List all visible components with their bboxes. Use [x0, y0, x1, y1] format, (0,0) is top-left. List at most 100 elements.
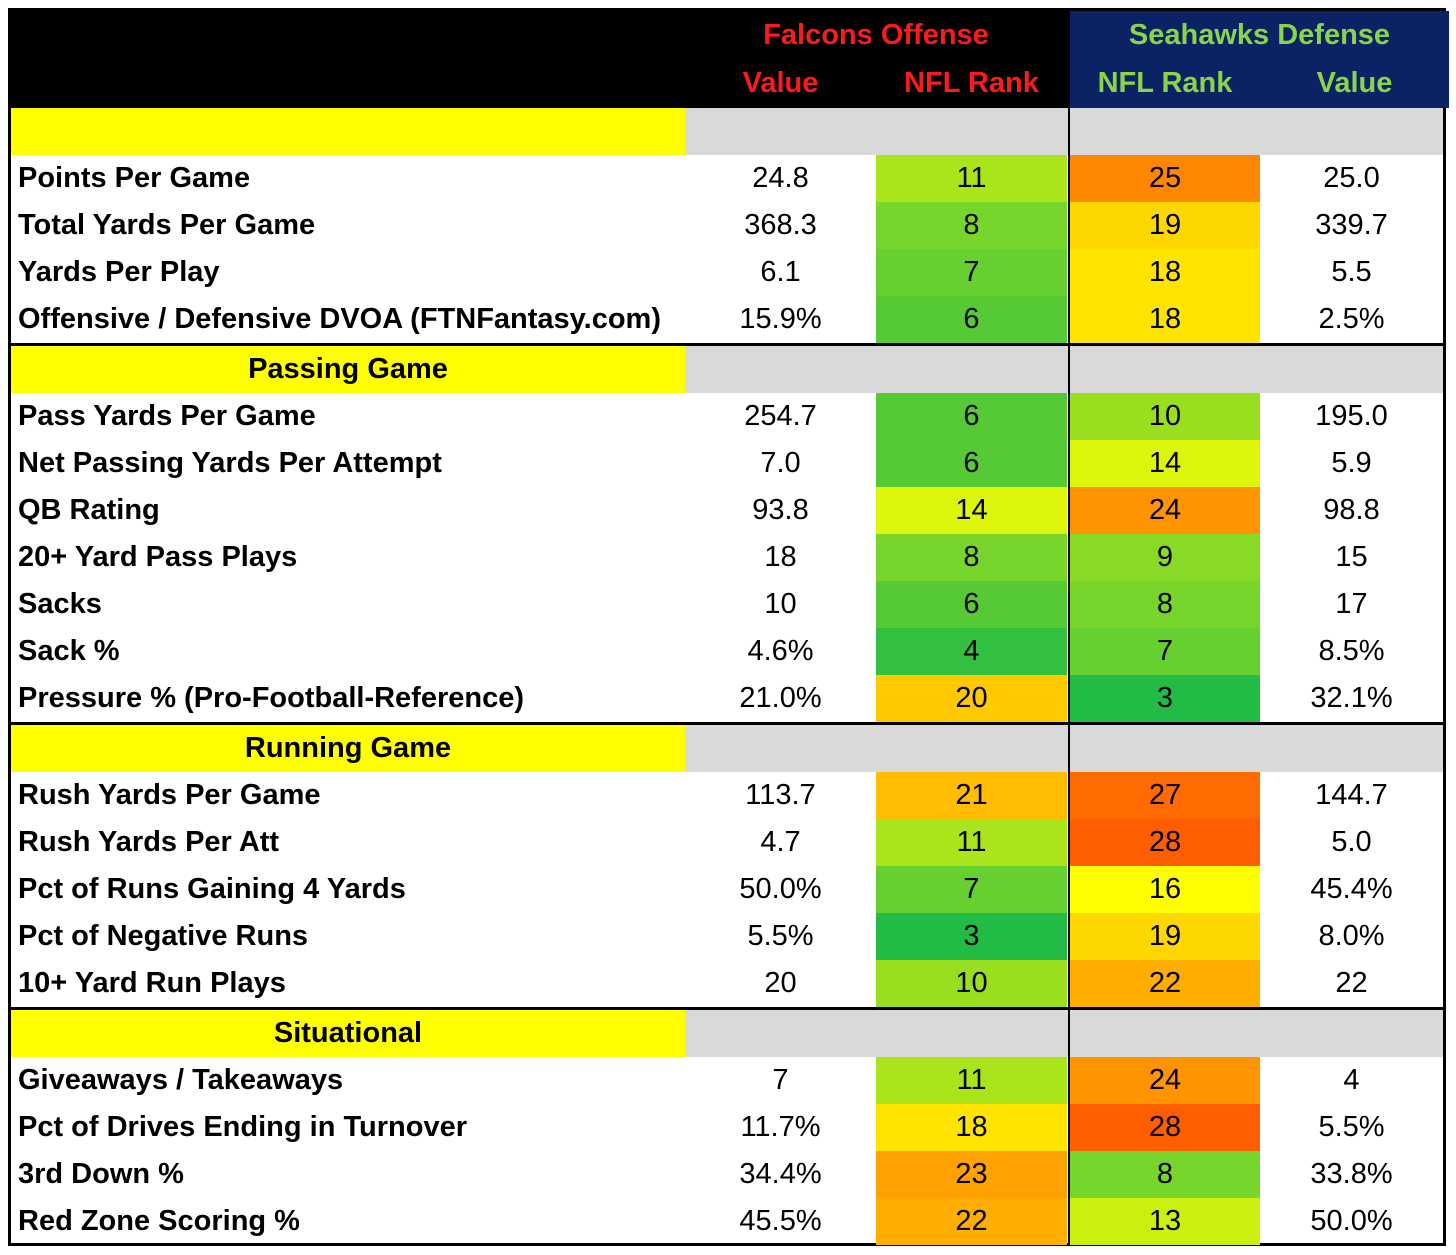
def-value-header: Value [1316, 67, 1393, 99]
seahawks-defense-value: 5.5% [1318, 1111, 1385, 1143]
table-row: Giveaways / Takeaways 7 11 24 4 [11, 1057, 1443, 1104]
stats-table: Falcons Offense Seahawks Defense Value N… [8, 8, 1449, 1246]
seahawks-defense-rank: 8 [1070, 1151, 1260, 1198]
seahawks-header-bg [1070, 11, 1449, 108]
stat-label: Rush Yards Per Game [18, 779, 321, 811]
seahawks-defense-rank: 22 [1070, 960, 1260, 1007]
section-header-row: Situational [11, 1010, 1443, 1057]
stat-label: Pct of Negative Runs [18, 920, 309, 952]
stat-label: Total Yards Per Game [18, 209, 316, 241]
falcons-offense-rank: 6 [876, 393, 1067, 440]
seahawks-defense-value: 4 [1343, 1064, 1360, 1096]
falcons-offense-value: 24.8 [752, 162, 809, 194]
stat-label: 20+ Yard Pass Plays [18, 541, 298, 573]
seahawks-defense-rank: 18 [1070, 296, 1260, 343]
falcons-offense-value: 10 [764, 588, 797, 620]
seahawks-defense-value: 339.7 [1315, 209, 1388, 241]
seahawks-defense-value: 45.4% [1310, 873, 1393, 905]
seahawks-defense-value: 195.0 [1315, 400, 1388, 432]
falcons-offense-rank: 8 [876, 534, 1067, 581]
table-row: Pressure % (Pro-Football-Reference) 21.0%… [11, 675, 1443, 722]
seahawks-defense-rank: 19 [1070, 202, 1260, 249]
table-row: Sacks 10 6 8 17 [11, 581, 1443, 628]
stat-label: Sack % [18, 635, 120, 667]
seahawks-defense-value: 32.1% [1310, 682, 1393, 714]
falcons-offense-value: 34.4% [739, 1158, 822, 1190]
seahawks-defense-value: 25.0 [1323, 162, 1380, 194]
section-title: Situational [11, 1010, 685, 1057]
section-divider [11, 722, 1443, 725]
seahawks-defense-rank: 8 [1070, 581, 1260, 628]
falcons-offense-value: 93.8 [752, 494, 809, 526]
table-row: 20+ Yard Pass Plays 18 8 9 15 [11, 534, 1443, 581]
table-row: Total Yards Per Game 368.3 8 19 339.7 [11, 202, 1443, 249]
falcons-offense-rank: 6 [876, 296, 1067, 343]
falcons-offense-rank: 20 [876, 675, 1067, 722]
section-spacer [685, 1010, 1443, 1057]
falcons-offense-value: 7 [772, 1064, 789, 1096]
seahawks-defense-rank: 13 [1070, 1198, 1260, 1245]
falcons-offense-value: 7.0 [760, 447, 801, 479]
section-header-row: Passing Game [11, 346, 1443, 393]
seahawks-defense-rank: 27 [1070, 772, 1260, 819]
seahawks-defense-rank: 10 [1070, 393, 1260, 440]
seahawks-defense-rank: 19 [1070, 913, 1260, 960]
stat-label: Net Passing Yards Per Attempt [18, 447, 442, 479]
section-spacer [685, 108, 1443, 155]
table-row: Net Passing Yards Per Attempt 7.0 6 14 5.9 [11, 440, 1443, 487]
falcons-offense-value: 15.9% [739, 303, 822, 335]
seahawks-defense-rank: 9 [1070, 534, 1260, 581]
falcons-offense-value: 113.7 [745, 779, 816, 811]
table-row: Points Per Game 24.8 11 25 25.0 [11, 155, 1443, 202]
seahawks-defense-value: 5.5 [1331, 256, 1372, 288]
stat-label: Red Zone Scoring % [18, 1205, 300, 1237]
falcons-offense-rank: 4 [876, 628, 1067, 675]
falcons-offense-rank: 21 [876, 772, 1067, 819]
falcons-offense-value: 18 [764, 541, 797, 573]
falcons-offense-value: 21.0% [739, 682, 822, 714]
falcons-offense-rank: 7 [876, 866, 1067, 913]
column-divider [1068, 108, 1070, 1245]
table-row: Pct of Runs Gaining 4 Yards 50.0% 7 16 45.4% [11, 866, 1443, 913]
falcons-offense-rank: 11 [876, 155, 1067, 202]
falcons-offense-rank: 23 [876, 1151, 1067, 1198]
off-value-header: Value [742, 67, 819, 99]
falcons-offense-value: 20 [764, 967, 797, 999]
table-row: Offensive / Defensive DVOA (FTNFantasy.c… [11, 296, 1443, 343]
stat-label: Pct of Runs Gaining 4 Yards [18, 873, 406, 905]
seahawks-defense-rank: 25 [1070, 155, 1260, 202]
table-row: Pct of Drives Ending in Turnover 11.7% 18 2… [11, 1104, 1443, 1151]
stat-label: Rush Yards Per Att [18, 826, 280, 858]
seahawks-defense-rank: 7 [1070, 628, 1260, 675]
falcons-offense-value: 4.7 [760, 826, 801, 858]
stat-label: 3rd Down % [18, 1158, 184, 1190]
seahawks-defense-value: 50.0% [1310, 1205, 1393, 1237]
table-row: QB Rating 93.8 14 24 98.8 [11, 487, 1443, 534]
stat-label: Offensive / Defensive DVOA (FTNFantasy.c… [18, 303, 661, 335]
falcons-title: Falcons Offense [763, 19, 989, 51]
seahawks-defense-value: 98.8 [1323, 494, 1380, 526]
falcons-offense-rank: 10 [876, 960, 1067, 1007]
stat-label: Pass Yards Per Game [18, 400, 316, 432]
section-header-row [11, 108, 1443, 155]
falcons-offense-rank: 3 [876, 913, 1067, 960]
seahawks-defense-value: 17 [1335, 588, 1368, 620]
table-row: Pass Yards Per Game 254.7 6 10 195.0 [11, 393, 1443, 440]
seahawks-defense-value: 5.9 [1331, 447, 1372, 479]
falcons-offense-value: 4.6% [747, 635, 814, 667]
seahawks-defense-value: 33.8% [1310, 1158, 1393, 1190]
def-rank-header: NFL Rank [1097, 67, 1233, 99]
falcons-offense-rank: 22 [876, 1198, 1067, 1245]
seahawks-defense-rank: 24 [1070, 1057, 1260, 1104]
stat-label: Points Per Game [18, 162, 251, 194]
seahawks-defense-value: 8.5% [1318, 635, 1385, 667]
section-title [11, 108, 685, 155]
seahawks-defense-rank: 16 [1070, 866, 1260, 913]
seahawks-defense-rank: 28 [1070, 1104, 1260, 1151]
seahawks-defense-rank: 28 [1070, 819, 1260, 866]
falcons-offense-rank: 7 [876, 249, 1067, 296]
section-title: Passing Game [11, 346, 685, 393]
seahawks-defense-rank: 14 [1070, 440, 1260, 487]
table-row: Red Zone Scoring % 45.5% 22 13 50.0% [11, 1198, 1443, 1245]
falcons-offense-rank: 14 [876, 487, 1067, 534]
